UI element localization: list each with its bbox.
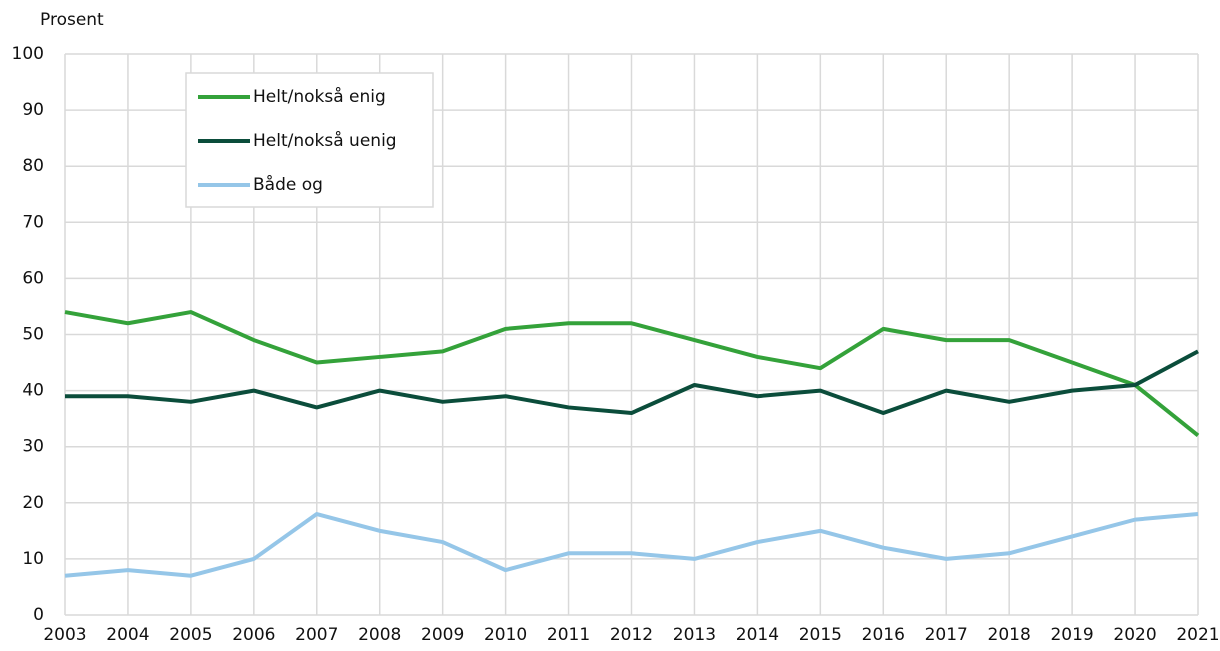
y-axis-label: Prosent — [40, 10, 104, 30]
y-tick-label: 50 — [22, 325, 44, 345]
line-series — [64, 310, 1200, 438]
x-tick-label: 2011 — [547, 625, 590, 645]
y-tick-label: 40 — [22, 381, 44, 401]
x-tick-label: 2016 — [862, 625, 905, 645]
y-tick-label: 90 — [22, 100, 44, 120]
legend-label: Helt/nokså enig — [253, 86, 386, 107]
x-tick-label: 2007 — [295, 625, 338, 645]
x-tick-label: 2020 — [1113, 625, 1156, 645]
x-tick-label: 2021 — [1176, 625, 1219, 645]
x-tick-label: 2006 — [232, 625, 275, 645]
x-tick-label: 2012 — [610, 625, 653, 645]
x-tick-label: 2010 — [484, 625, 527, 645]
y-tick-label: 60 — [22, 268, 44, 288]
x-tick-label: 2003 — [43, 625, 86, 645]
x-tick-label: 2005 — [169, 625, 212, 645]
x-tick-label: 2019 — [1050, 625, 1093, 645]
line-series — [65, 349, 1199, 416]
x-tick-label: 2018 — [988, 625, 1031, 645]
y-tick-label: 30 — [22, 437, 44, 457]
y-tick-label: 80 — [22, 156, 44, 176]
legend-label: Helt/nokså uenig — [253, 130, 397, 151]
x-tick-label: 2014 — [736, 625, 779, 645]
x-tick-label: 2017 — [925, 625, 968, 645]
y-tick-label: 20 — [22, 493, 44, 513]
x-tick-label: 2013 — [673, 625, 716, 645]
line-series — [64, 512, 1199, 578]
x-tick-label: 2008 — [358, 625, 401, 645]
x-tick-label: 2015 — [799, 625, 842, 645]
y-tick-label: 10 — [22, 549, 44, 569]
y-tick-label: 0 — [33, 605, 44, 625]
y-tick-label: 100 — [12, 44, 44, 64]
x-tick-label: 2009 — [421, 625, 464, 645]
legend-label: Både og — [253, 174, 323, 195]
x-tick-label: 2004 — [106, 625, 149, 645]
y-tick-label: 70 — [22, 212, 44, 232]
